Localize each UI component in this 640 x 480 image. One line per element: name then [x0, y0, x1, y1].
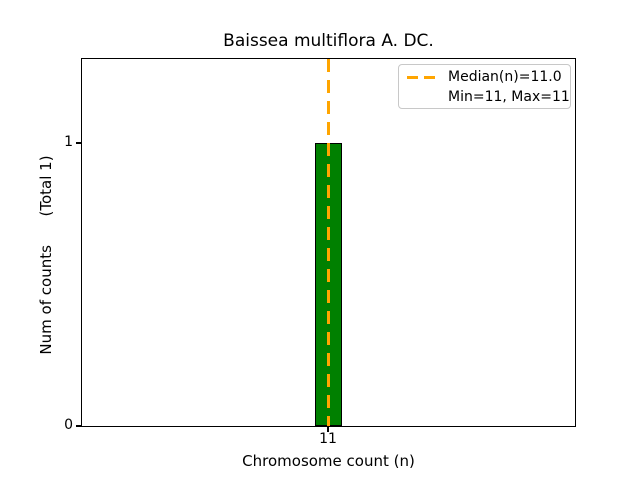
y-tick-mark-1: [76, 142, 81, 144]
legend-minmax-label: Min=11, Max=11: [448, 89, 570, 105]
y-tick-label-1: 1: [64, 134, 73, 150]
y-axis-label-text: Num of counts (Total 1): [37, 155, 55, 355]
orange-dashed-line-icon: [407, 75, 436, 79]
chart-title: Baissea multiflora A. DC.: [223, 31, 434, 51]
x-tick-label-11: 11: [319, 431, 337, 447]
legend-spacer: [407, 96, 436, 99]
x-axis-label: Chromosome count (n): [242, 452, 415, 470]
legend-entry-minmax: Min=11, Max=11: [407, 87, 570, 107]
y-tick-label-0: 0: [64, 417, 73, 433]
legend: Median(n)=11.0 Min=11, Max=11: [398, 64, 571, 109]
x-tick-mark-11: [327, 427, 329, 432]
plot-area: [81, 58, 576, 427]
legend-median-label: Median(n)=11.0: [448, 69, 562, 85]
y-tick-mark-0: [76, 425, 81, 427]
median-line-icon: [327, 59, 330, 426]
legend-entry-median: Median(n)=11.0: [407, 67, 562, 87]
